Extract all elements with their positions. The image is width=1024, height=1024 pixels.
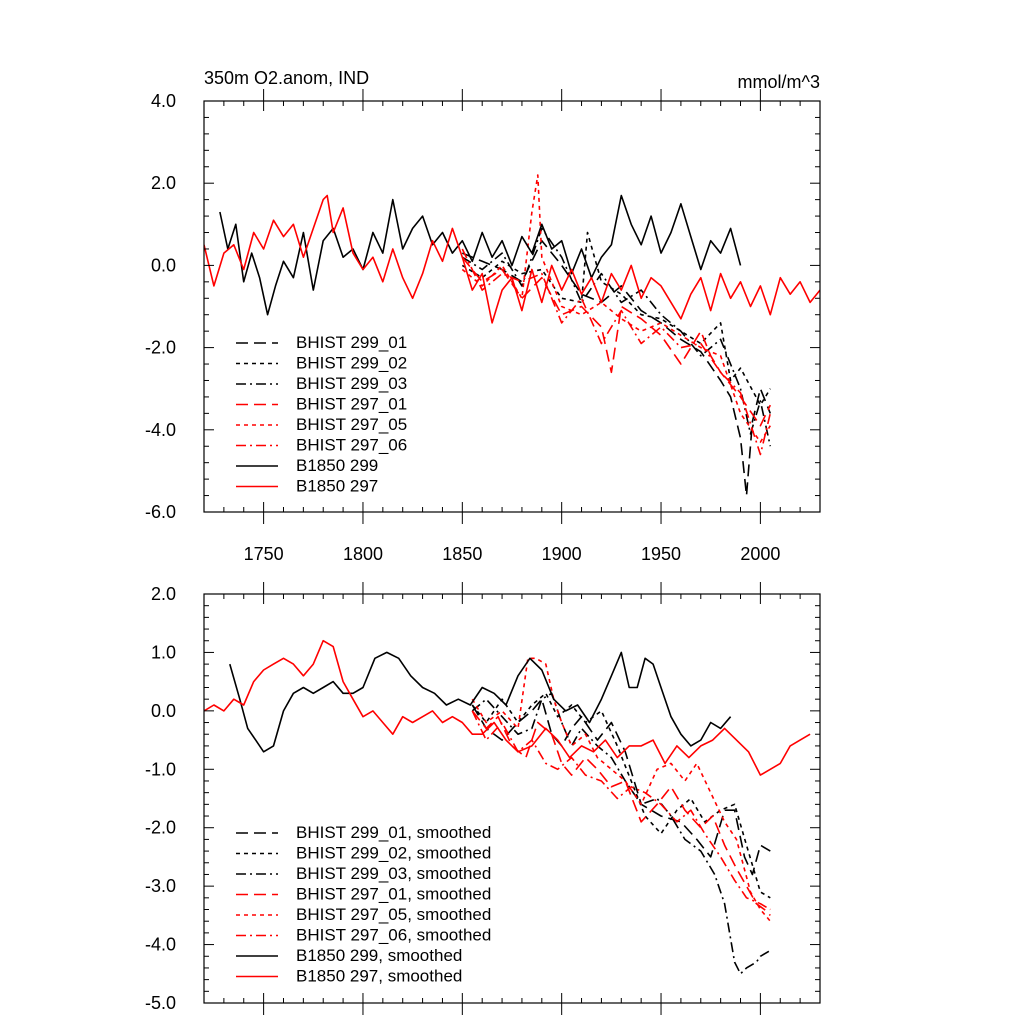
y-tick-label: -4.0 [145,935,176,955]
y-tick-label: 2.0 [151,173,176,193]
legend-label-b1850-297: B1850 297 [296,477,378,496]
series-group [204,639,811,975]
series-line-bhist-299-03-smoothed [471,692,771,975]
series-line-bhist-299-02-smoothed [471,692,771,899]
legend-label-bhist-297-01: BHIST 297_01 [296,395,407,414]
y-tick-label: -5.0 [145,993,176,1013]
y-tick-label: -2.0 [145,338,176,358]
series-line-b1850-297-smoothed [204,639,811,776]
legend-label-bhist-297-01-smoothed: BHIST 297_01, smoothed [296,885,491,904]
series-line-bhist-299-01-smoothed [471,698,771,876]
y-tick-label: 4.0 [151,91,176,111]
plot-frame [203,100,821,513]
legend-label-bhist-297-06: BHIST 297_06 [296,436,407,455]
series-line-b1850-297 [204,194,820,324]
legend-label-bhist-299-01-smoothed: BHIST 299_01, smoothed [296,823,491,842]
x-tick-label: 2000 [740,544,780,564]
top-panel-title-left: 350m O2.anom, IND [204,68,369,88]
x-tick-label: 1850 [442,544,482,564]
x-tick-label: 1900 [542,544,582,564]
y-tick-label: -3.0 [145,876,176,896]
series-line-bhist-297-06 [461,248,772,456]
legend-label-bhist-299-02-smoothed: BHIST 299_02, smoothed [296,844,491,863]
series-line-b1850-299 [219,194,742,316]
legend-label-b1850-299: B1850 299 [296,456,378,475]
bottom-panel: -5.0 -4.0 -3.0 -2.0 -1.0 0.0 1.0 2.0 BHIST 299_0… [145,582,821,1015]
legend-label-bhist-297-06-smoothed: BHIST 297_06, smoothed [296,926,491,945]
series-line-b1850-299-smoothed [229,651,732,753]
legend-label-bhist-299-01: BHIST 299_01 [296,333,407,352]
x-tick-label: 1750 [244,544,284,564]
plot-frame [203,593,821,1004]
top-panel-units-label: mmol/m^3 [738,72,820,92]
y-tick-label: 1.0 [151,642,176,662]
y-tick-label: -6.0 [145,502,176,522]
legend-label-bhist-299-02: BHIST 299_02 [296,354,407,373]
series-line-bhist-299-01 [461,239,772,497]
legend: BHIST 299_01, smoothed BHIST 299_02, smoo… [236,823,491,986]
x-tick-label: 1800 [343,544,383,564]
y-tick-label: 2.0 [151,584,176,604]
y-tick-label: -4.0 [145,420,176,440]
y-tick-label: 0.0 [151,701,176,721]
series-group [204,174,820,497]
legend-label-b1850-297-smoothed: B1850 297, smoothed [296,967,462,986]
series-line-bhist-299-02 [461,231,771,406]
legend-label-bhist-299-03-smoothed: BHIST 299_03, smoothed [296,864,491,883]
top-panel: 350m O2.anom, IND mmol/m^3 -6.0 -4.0 -2.0 0… [145,68,821,564]
legend-label-bhist-297-05: BHIST 297_05 [296,415,407,434]
y-tick-label: 0.0 [151,255,176,275]
legend-label-b1850-299-smoothed: B1850 299, smoothed [296,946,462,965]
y-tick-label: -2.0 [145,818,176,838]
x-tick-label: 1950 [641,544,681,564]
series-line-bhist-297-05 [461,174,771,443]
y-tick-label: -1.0 [145,759,176,779]
legend-label-bhist-299-03: BHIST 299_03 [296,374,407,393]
legend-label-bhist-297-05-smoothed: BHIST 297_05, smoothed [296,905,491,924]
